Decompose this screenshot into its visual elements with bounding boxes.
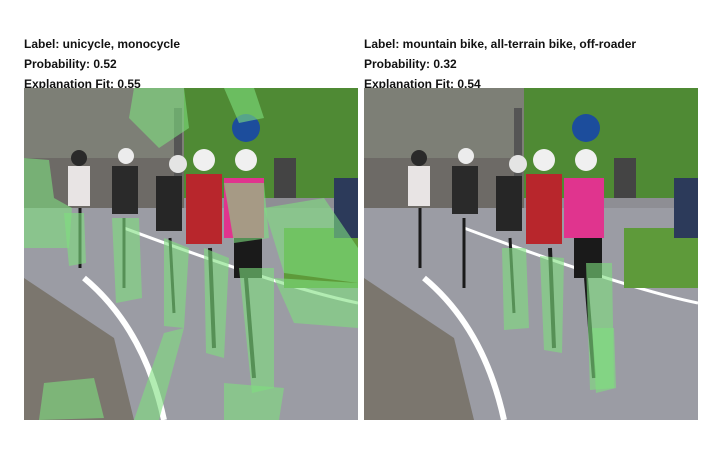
cyclists-photo — [364, 88, 698, 420]
probability-text: Probability: 0.32 — [364, 57, 457, 71]
explanation-fit-text: Explanation Fit: 0.55 — [24, 77, 141, 91]
superpixel-overlay — [24, 88, 358, 420]
explanation-panel-right: Label: mountain bike, all-terrain bike, … — [364, 0, 698, 458]
explanation-image — [24, 88, 358, 420]
explanation-image — [364, 88, 698, 420]
explanation-fit-text: Explanation Fit: 0.54 — [364, 77, 481, 91]
explanation-panel-left: Label: unicycle, monocycle Probability: … — [24, 0, 358, 458]
panel-caption: Label: unicycle, monocycle Probability: … — [24, 34, 358, 94]
cyclists-photo — [24, 88, 358, 420]
panel-caption: Label: mountain bike, all-terrain bike, … — [364, 34, 698, 94]
label-text: Label: mountain bike, all-terrain bike, … — [364, 37, 637, 51]
probability-text: Probability: 0.52 — [24, 57, 117, 71]
label-text: Label: unicycle, monocycle — [24, 37, 181, 51]
superpixel-overlay — [502, 248, 616, 393]
